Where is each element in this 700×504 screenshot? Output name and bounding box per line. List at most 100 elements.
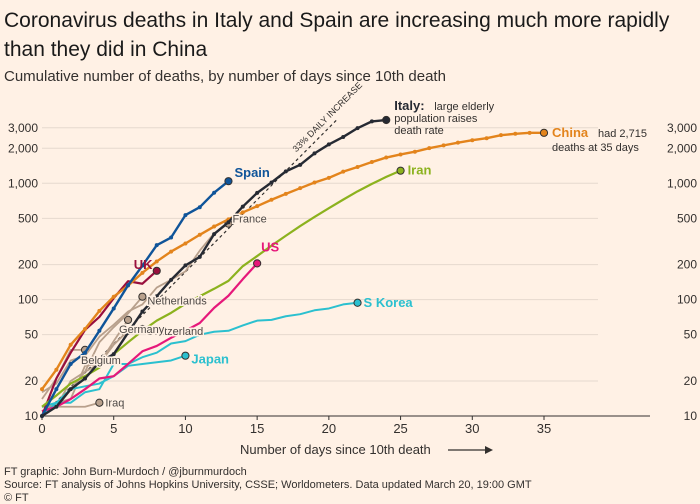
footer-source: Source: FT analysis of Johns Hopkins Uni… <box>4 479 532 491</box>
data-point <box>255 190 260 195</box>
chart-subtitle: Cumulative number of deaths, by number o… <box>4 68 446 85</box>
reference-line-33pct <box>41 119 338 417</box>
data-point <box>111 306 116 311</box>
y-tick-label: 200 <box>18 258 38 272</box>
data-point <box>83 350 88 355</box>
data-point <box>83 376 88 381</box>
data-point <box>68 361 73 366</box>
end-marker <box>382 115 391 125</box>
data-point <box>470 138 475 143</box>
data-point <box>240 204 245 209</box>
x-axis-label: Number of days since 10th death <box>240 442 431 457</box>
data-point <box>369 119 374 124</box>
reference-line-label: 33% DAILY INCREASE <box>291 80 365 154</box>
y-tick-label-right: 500 <box>677 211 697 225</box>
data-point <box>154 243 159 248</box>
data-point <box>312 151 317 156</box>
series-uk <box>40 266 161 417</box>
data-point <box>412 149 417 154</box>
data-point <box>326 175 331 180</box>
data-point <box>269 197 274 202</box>
y-tick-label-right: 100 <box>677 293 697 307</box>
data-point <box>527 130 532 135</box>
data-point <box>212 232 217 237</box>
series-line <box>41 169 402 408</box>
data-point <box>97 328 102 333</box>
data-point <box>169 235 174 240</box>
data-point <box>269 180 274 185</box>
data-point <box>384 155 389 160</box>
data-point <box>169 277 174 282</box>
data-point <box>197 205 202 210</box>
series-label-belgium: Belgium <box>81 355 121 367</box>
end-marker <box>95 398 104 407</box>
data-point <box>355 165 360 170</box>
y-tick-label: 10 <box>25 409 39 423</box>
series-label-switzerland: Switzerland <box>146 326 203 338</box>
data-point <box>513 131 518 136</box>
y-tick-label-right: 1,000 <box>667 176 697 190</box>
end-marker <box>539 128 549 137</box>
series-spain <box>40 177 233 418</box>
series-line <box>41 222 229 394</box>
data-point <box>183 241 188 246</box>
data-point <box>183 213 188 218</box>
x-tick-label: 30 <box>465 421 479 436</box>
series-line <box>41 301 358 408</box>
x-axis-arrow-head <box>485 446 493 454</box>
series-label-netherlands: Netherlands <box>147 296 207 308</box>
data-point <box>140 263 145 268</box>
series-label-uk: UK <box>134 257 153 272</box>
data-point <box>97 360 102 365</box>
data-point <box>455 140 460 145</box>
y-tick-label-right: 20 <box>684 374 698 388</box>
annotation-italy: large elderly <box>434 101 494 113</box>
data-point <box>154 259 159 264</box>
series-label-italy: Italy: <box>394 98 424 113</box>
series-label-iran: Iran <box>408 163 432 178</box>
data-point <box>197 232 202 237</box>
data-point <box>97 308 102 313</box>
x-tick-label: 20 <box>322 421 336 436</box>
y-tick-label-right: 10 <box>684 409 698 423</box>
y-tick-label-right: 200 <box>677 258 697 272</box>
data-point <box>298 186 303 191</box>
series-us <box>41 259 262 413</box>
series-label-us: US <box>261 239 279 254</box>
data-point <box>283 191 288 196</box>
series-s-korea <box>41 298 362 408</box>
data-point <box>140 270 145 275</box>
data-point <box>68 342 73 347</box>
data-point <box>355 126 360 131</box>
series-label-japan: Japan <box>191 352 229 367</box>
annotation-italy: population raises <box>394 113 478 125</box>
series-label-spain: Spain <box>234 165 269 180</box>
data-point <box>111 352 116 357</box>
y-tick-label: 2,000 <box>8 141 38 155</box>
data-point <box>140 309 145 314</box>
data-point <box>498 133 503 138</box>
data-point <box>212 224 217 229</box>
data-point <box>83 326 88 331</box>
data-point <box>298 162 303 167</box>
x-tick-label: 15 <box>250 421 264 436</box>
data-point <box>326 142 331 147</box>
data-point <box>240 210 245 215</box>
y-tick-label-right: 2,000 <box>667 141 697 155</box>
end-marker <box>396 166 405 175</box>
y-tick-label: 3,000 <box>8 121 38 135</box>
series-label-germany: Germany <box>119 324 165 336</box>
series-line <box>40 269 158 417</box>
data-point <box>441 143 446 148</box>
data-point <box>54 387 59 392</box>
data-point <box>212 190 217 195</box>
x-tick-label: 5 <box>110 421 117 436</box>
series-label-iraq: Iraq <box>105 398 124 410</box>
data-point <box>369 160 374 165</box>
data-point <box>68 387 73 392</box>
data-point <box>341 169 346 174</box>
end-marker <box>253 259 262 268</box>
x-tick-label: 35 <box>537 421 551 436</box>
data-point <box>484 136 489 141</box>
